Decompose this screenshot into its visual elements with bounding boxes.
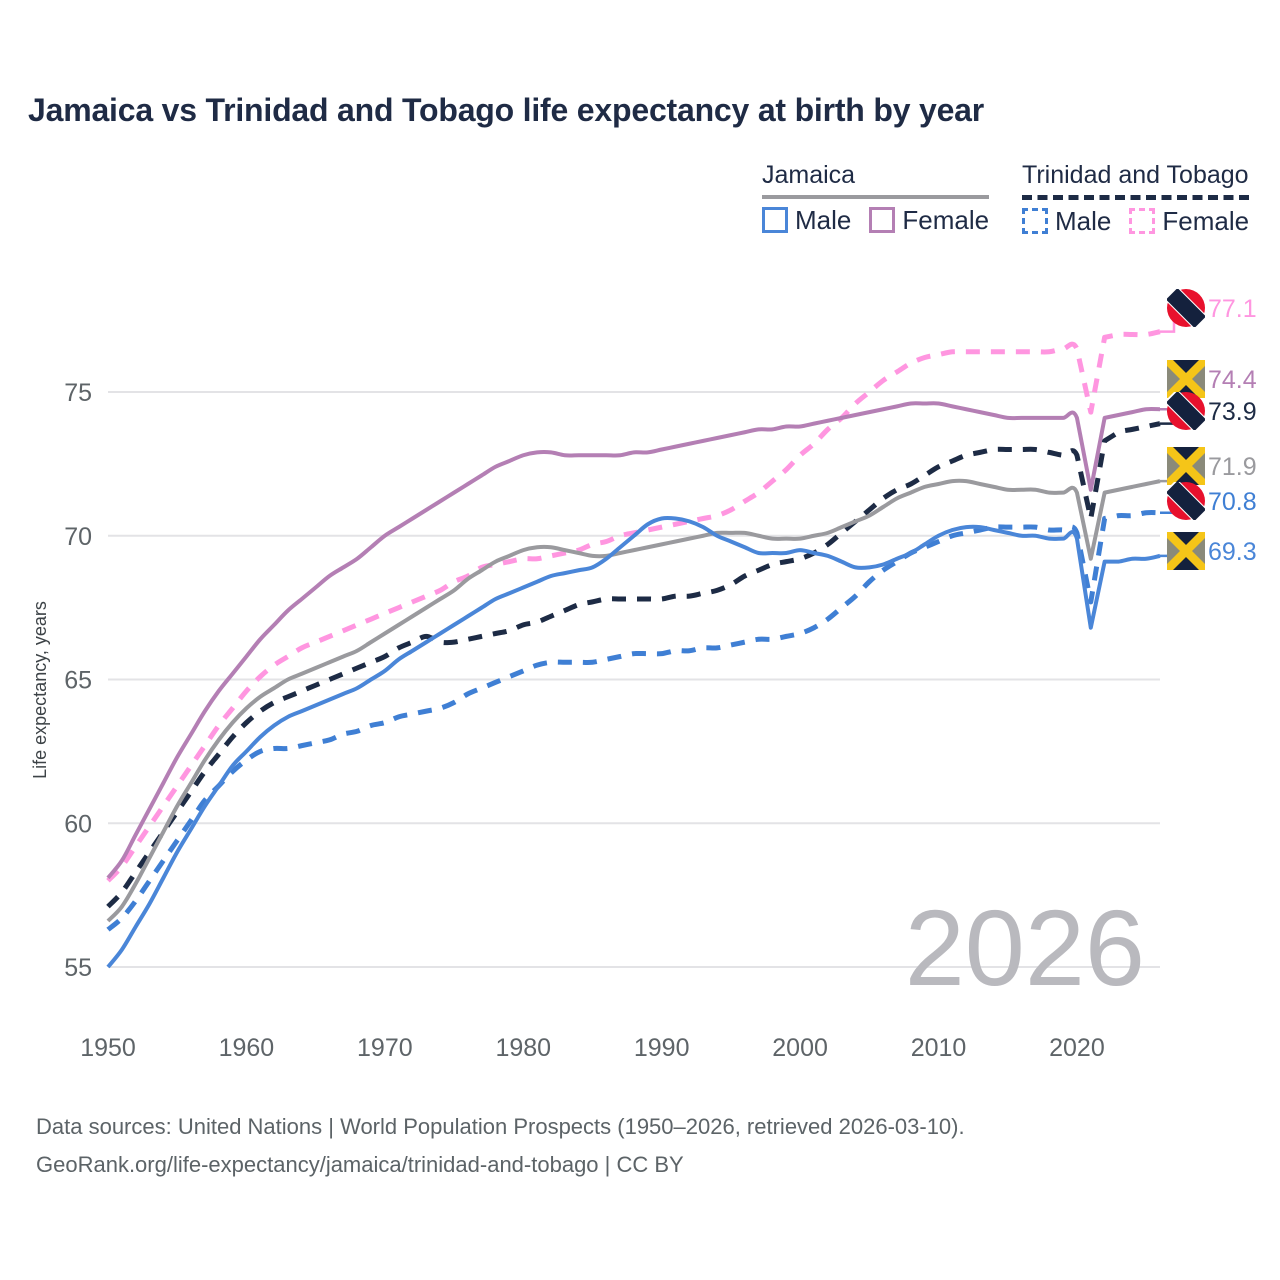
- y-axis-tick-label: 70: [64, 523, 92, 551]
- end-value-label: 73.9: [1208, 398, 1257, 426]
- legend-swatch-icon-jamaica-female: [869, 207, 896, 233]
- legend-label-jamaica-female: Female: [902, 205, 990, 235]
- y-axis-tick-label: 65: [64, 667, 92, 695]
- end-value-label: 77.1: [1208, 295, 1257, 323]
- footer-data-sources: Data sources: United Nations | World Pop…: [36, 1114, 965, 1139]
- jamaica-flag-icon: [1167, 447, 1205, 485]
- y-axis-tick-label: 55: [64, 954, 92, 982]
- legend-group-title-trinidad-and-tobago: Trinidad and Tobago: [1022, 161, 1249, 189]
- x-axis-tick-label: 2000: [772, 1034, 828, 1062]
- series-line: [106, 421, 1161, 909]
- x-axis-tick-label: 1950: [80, 1034, 136, 1062]
- footer-attribution: GeoRank.org/life-expectancy/jamaica/trin…: [36, 1152, 684, 1177]
- y-axis-tick-labels: 55 60 65 70 75: [64, 379, 92, 982]
- legend-item-jamaica-male[interactable]: Male: [762, 206, 851, 234]
- x-axis-tick-label: 1970: [357, 1034, 413, 1062]
- legend-label-tto-male: Male: [1055, 206, 1112, 236]
- line-chart: 55 60 65 70 75 1950 1960 1970 1980 1990 2000 2010 2…: [30, 289, 1257, 1062]
- legend-label-tto-female: Female: [1162, 206, 1250, 236]
- y-axis-tick-label: 75: [64, 379, 92, 407]
- series-line: [106, 329, 1161, 883]
- legend-item-tto-female[interactable]: Female: [1129, 207, 1249, 235]
- y-axis-tick-label: 60: [64, 810, 92, 838]
- chart-end-labels: 77.1 74.4 73.9 71.9 70.8 69.3: [1160, 289, 1257, 570]
- series-line: [106, 401, 1161, 880]
- legend-swatch-icon-tto-female: [1129, 208, 1156, 234]
- series-line: [106, 510, 1161, 932]
- series-line: [106, 515, 1161, 969]
- x-axis-tick-label: 1960: [219, 1034, 275, 1062]
- x-axis-tick-label: 2020: [1049, 1034, 1105, 1062]
- chart-gridlines: [108, 391, 1160, 968]
- legend-group-title-jamaica: Jamaica: [762, 161, 856, 189]
- legend-item-jamaica-female[interactable]: Female: [869, 206, 989, 234]
- chart-series-lines: [106, 329, 1161, 969]
- jamaica-flag-icon: [1167, 532, 1205, 570]
- legend-label-jamaica-male: Male: [795, 205, 852, 235]
- legend-rule-trinidad-and-tobago: [1022, 195, 1250, 200]
- legend-rule-jamaica: [762, 195, 990, 199]
- legend-item-tto-male[interactable]: Male: [1022, 207, 1111, 235]
- chart-legend: Jamaica Male Female Trinidad and Tobago: [0, 160, 1280, 246]
- y-axis-title: Life expectancy, years: [30, 601, 50, 779]
- end-value-label: 74.4: [1208, 366, 1257, 394]
- x-axis-tick-labels: 1950 1960 1970 1980 1990 2000 2010 2020: [80, 1034, 1105, 1062]
- year-watermark: 2026: [905, 887, 1145, 1008]
- page-title: Jamaica vs Trinidad and Tobago life expe…: [28, 92, 985, 128]
- x-axis-tick-label: 1990: [634, 1034, 690, 1062]
- x-axis-tick-label: 1980: [495, 1034, 551, 1062]
- end-value-label: 71.9: [1208, 453, 1257, 481]
- x-axis-tick-label: 2010: [911, 1034, 967, 1062]
- legend-swatch-icon-jamaica-male: [762, 207, 788, 233]
- series-line: [106, 478, 1161, 923]
- end-value-label: 69.3: [1208, 538, 1257, 566]
- legend-swatch-icon-tto-male: [1022, 208, 1048, 234]
- legend-group-jamaica: Jamaica Male Female: [762, 160, 990, 234]
- chart-footer: Data sources: United Nations | World Pop…: [36, 1108, 1246, 1184]
- trinidad-and-tobago-flag-icon: [1167, 289, 1205, 327]
- trinidad-and-tobago-flag-icon: [1167, 482, 1205, 520]
- legend-group-trinidad-and-tobago: Trinidad and Tobago Male Female: [1022, 160, 1250, 235]
- end-value-label: 70.8: [1208, 488, 1257, 516]
